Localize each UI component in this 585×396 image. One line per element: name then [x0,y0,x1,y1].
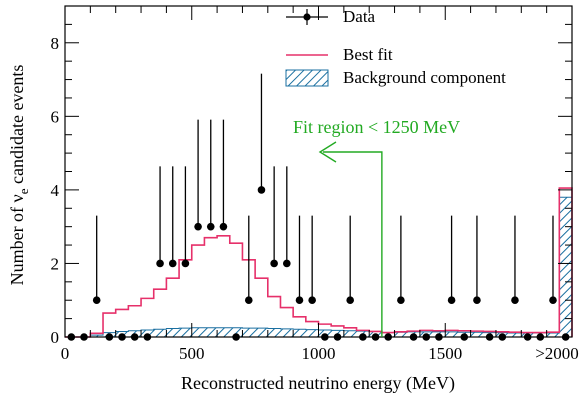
y-axis-label-prefix: Number of ν [7,194,27,285]
data-point [206,222,215,231]
y-tick-label: 6 [51,107,60,126]
data-point [549,296,557,305]
x-tick-label-overflow: >2000 [535,344,579,363]
fit-region-label: Fit region < 1250 MeV [293,117,460,137]
data-point [156,259,164,268]
data-point [168,259,177,268]
x-tick-label: 1500 [428,344,462,363]
x-tick-label: 0 [61,344,70,363]
x-tick-label: 1000 [302,344,336,363]
data-point [473,296,481,305]
data-point [447,296,456,305]
y-axis-label-suffix: candidate events [7,65,27,189]
plot-area [65,6,572,337]
data-point [397,296,405,305]
y-tick-label: 2 [51,254,60,273]
y-tick-label: 8 [51,34,60,53]
legend-background-swatch [285,69,329,87]
data-point [511,296,519,305]
fit-region-arrow [318,141,383,337]
data-point [181,259,190,268]
x-axis-label: Reconstructed neutrino energy (MeV) [181,373,455,394]
legend-entry-best-fit: Best fit [343,45,393,64]
legend: Data Best fit Background component [285,7,506,87]
data-point [295,296,304,305]
y-tick-label: 4 [51,181,60,200]
y-tick-label: 0 [51,328,60,347]
legend-data-marker-dot [303,13,311,21]
y-axis-label: Number of νe candidate events [7,65,31,286]
data-point [244,296,253,305]
data-points-layer [67,73,570,341]
data-point [257,186,266,194]
fit-region-annotation: Fit region < 1250 MeV [293,117,460,337]
data-point [346,296,354,305]
data-point [283,259,291,268]
plot-background [65,6,572,337]
axes-layer: 0 500 1000 1500 0 2 4 6 8 [51,5,573,363]
data-point [308,296,316,305]
data-point [219,222,228,231]
x-tick-label: 500 [179,344,205,363]
y-axis-label-subscript: e [16,188,31,194]
data-point [270,259,278,268]
legend-entry-data: Data [343,7,376,26]
legend-entry-background: Background component [343,68,506,87]
data-point [92,296,101,305]
data-point [194,222,202,231]
